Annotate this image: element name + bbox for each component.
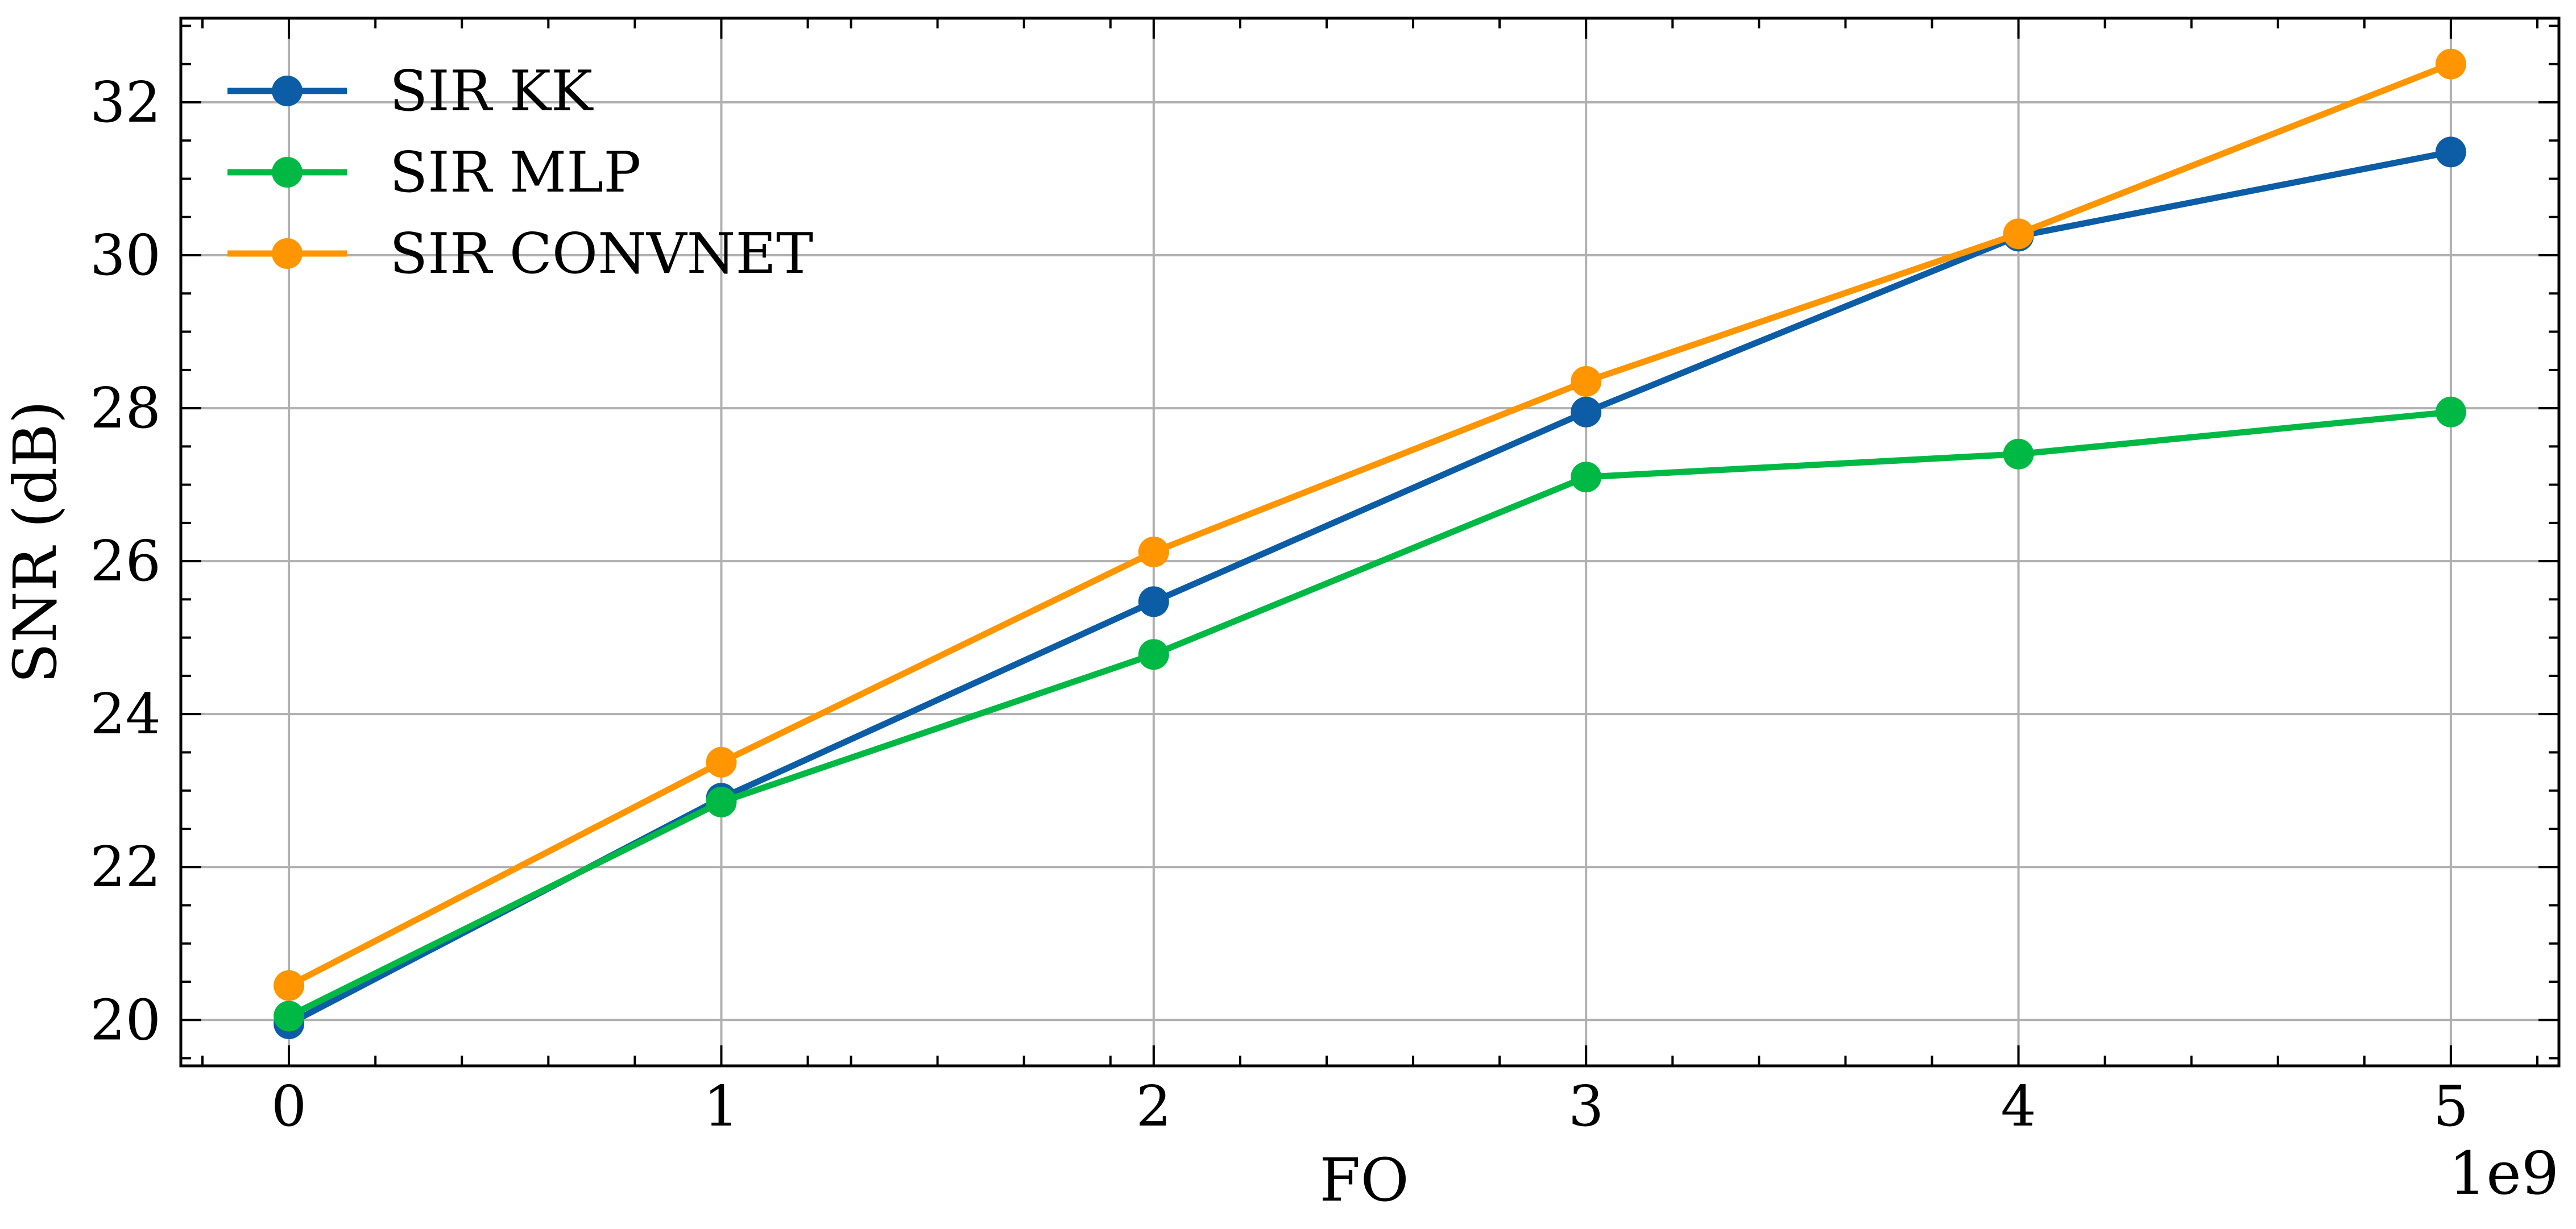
series-sir-mlp xyxy=(274,396,2466,1032)
y-axis-label: SNR (dB) xyxy=(1,401,70,684)
data-point xyxy=(1138,586,1169,617)
series-sir-convnet xyxy=(274,48,2466,1001)
legend-item: SIR MLP xyxy=(227,140,641,205)
x-tick-label: 3 xyxy=(1568,1074,1604,1139)
data-point xyxy=(1138,639,1169,670)
y-tick-label: 20 xyxy=(90,988,161,1053)
plot-frame xyxy=(179,16,2561,1068)
legend-marker xyxy=(272,157,303,188)
grid xyxy=(181,18,2559,1066)
data-point xyxy=(274,1000,305,1032)
data-point xyxy=(2435,136,2466,168)
legend-label: SIR KK xyxy=(390,59,594,124)
legend-marker xyxy=(272,76,303,106)
x-tick-label: 4 xyxy=(2001,1074,2036,1139)
legend-item: SIR KK xyxy=(227,59,594,124)
data-point xyxy=(1138,536,1169,567)
data-point xyxy=(706,746,737,778)
legend-label: SIR MLP xyxy=(390,140,641,205)
x-axis-offset-label: 1e9 xyxy=(2449,1139,2559,1208)
data-point xyxy=(2435,396,2466,427)
legend-item: SIR CONVNET xyxy=(227,222,813,287)
data-point xyxy=(2435,48,2466,80)
x-tick-label: 2 xyxy=(1136,1074,1171,1139)
x-tick-label: 0 xyxy=(271,1074,307,1139)
y-tick-label: 26 xyxy=(90,529,161,594)
x-tick-labels: 0 1 2 3 4 5 xyxy=(271,1074,2469,1139)
data-point xyxy=(1571,462,1602,493)
data-point xyxy=(274,970,305,1001)
y-tick-label: 22 xyxy=(90,835,161,900)
axis-ticks xyxy=(181,18,2559,1066)
data-point xyxy=(2003,438,2034,470)
y-tick-label: 24 xyxy=(90,682,161,747)
data-point xyxy=(1571,396,1602,427)
x-axis-label: FO xyxy=(1319,1145,1409,1215)
data-point xyxy=(2003,218,2034,250)
y-tick-label: 28 xyxy=(90,376,161,441)
data-point xyxy=(706,786,737,817)
legend-marker xyxy=(272,238,303,269)
series-line xyxy=(287,61,2452,989)
legend: SIR KK SIR MLP SIR CONVNET xyxy=(227,59,813,287)
series-layer xyxy=(274,48,2466,1040)
x-tick-label: 5 xyxy=(2433,1074,2469,1139)
y-tick-labels: 20 22 24 26 28 30 32 xyxy=(90,70,161,1053)
y-tick-label: 32 xyxy=(90,70,161,135)
data-point xyxy=(1571,366,1602,397)
series-line xyxy=(287,409,2451,1019)
legend-label: SIR CONVNET xyxy=(390,222,813,287)
x-tick-label: 1 xyxy=(703,1074,739,1139)
y-tick-label: 30 xyxy=(90,223,161,288)
